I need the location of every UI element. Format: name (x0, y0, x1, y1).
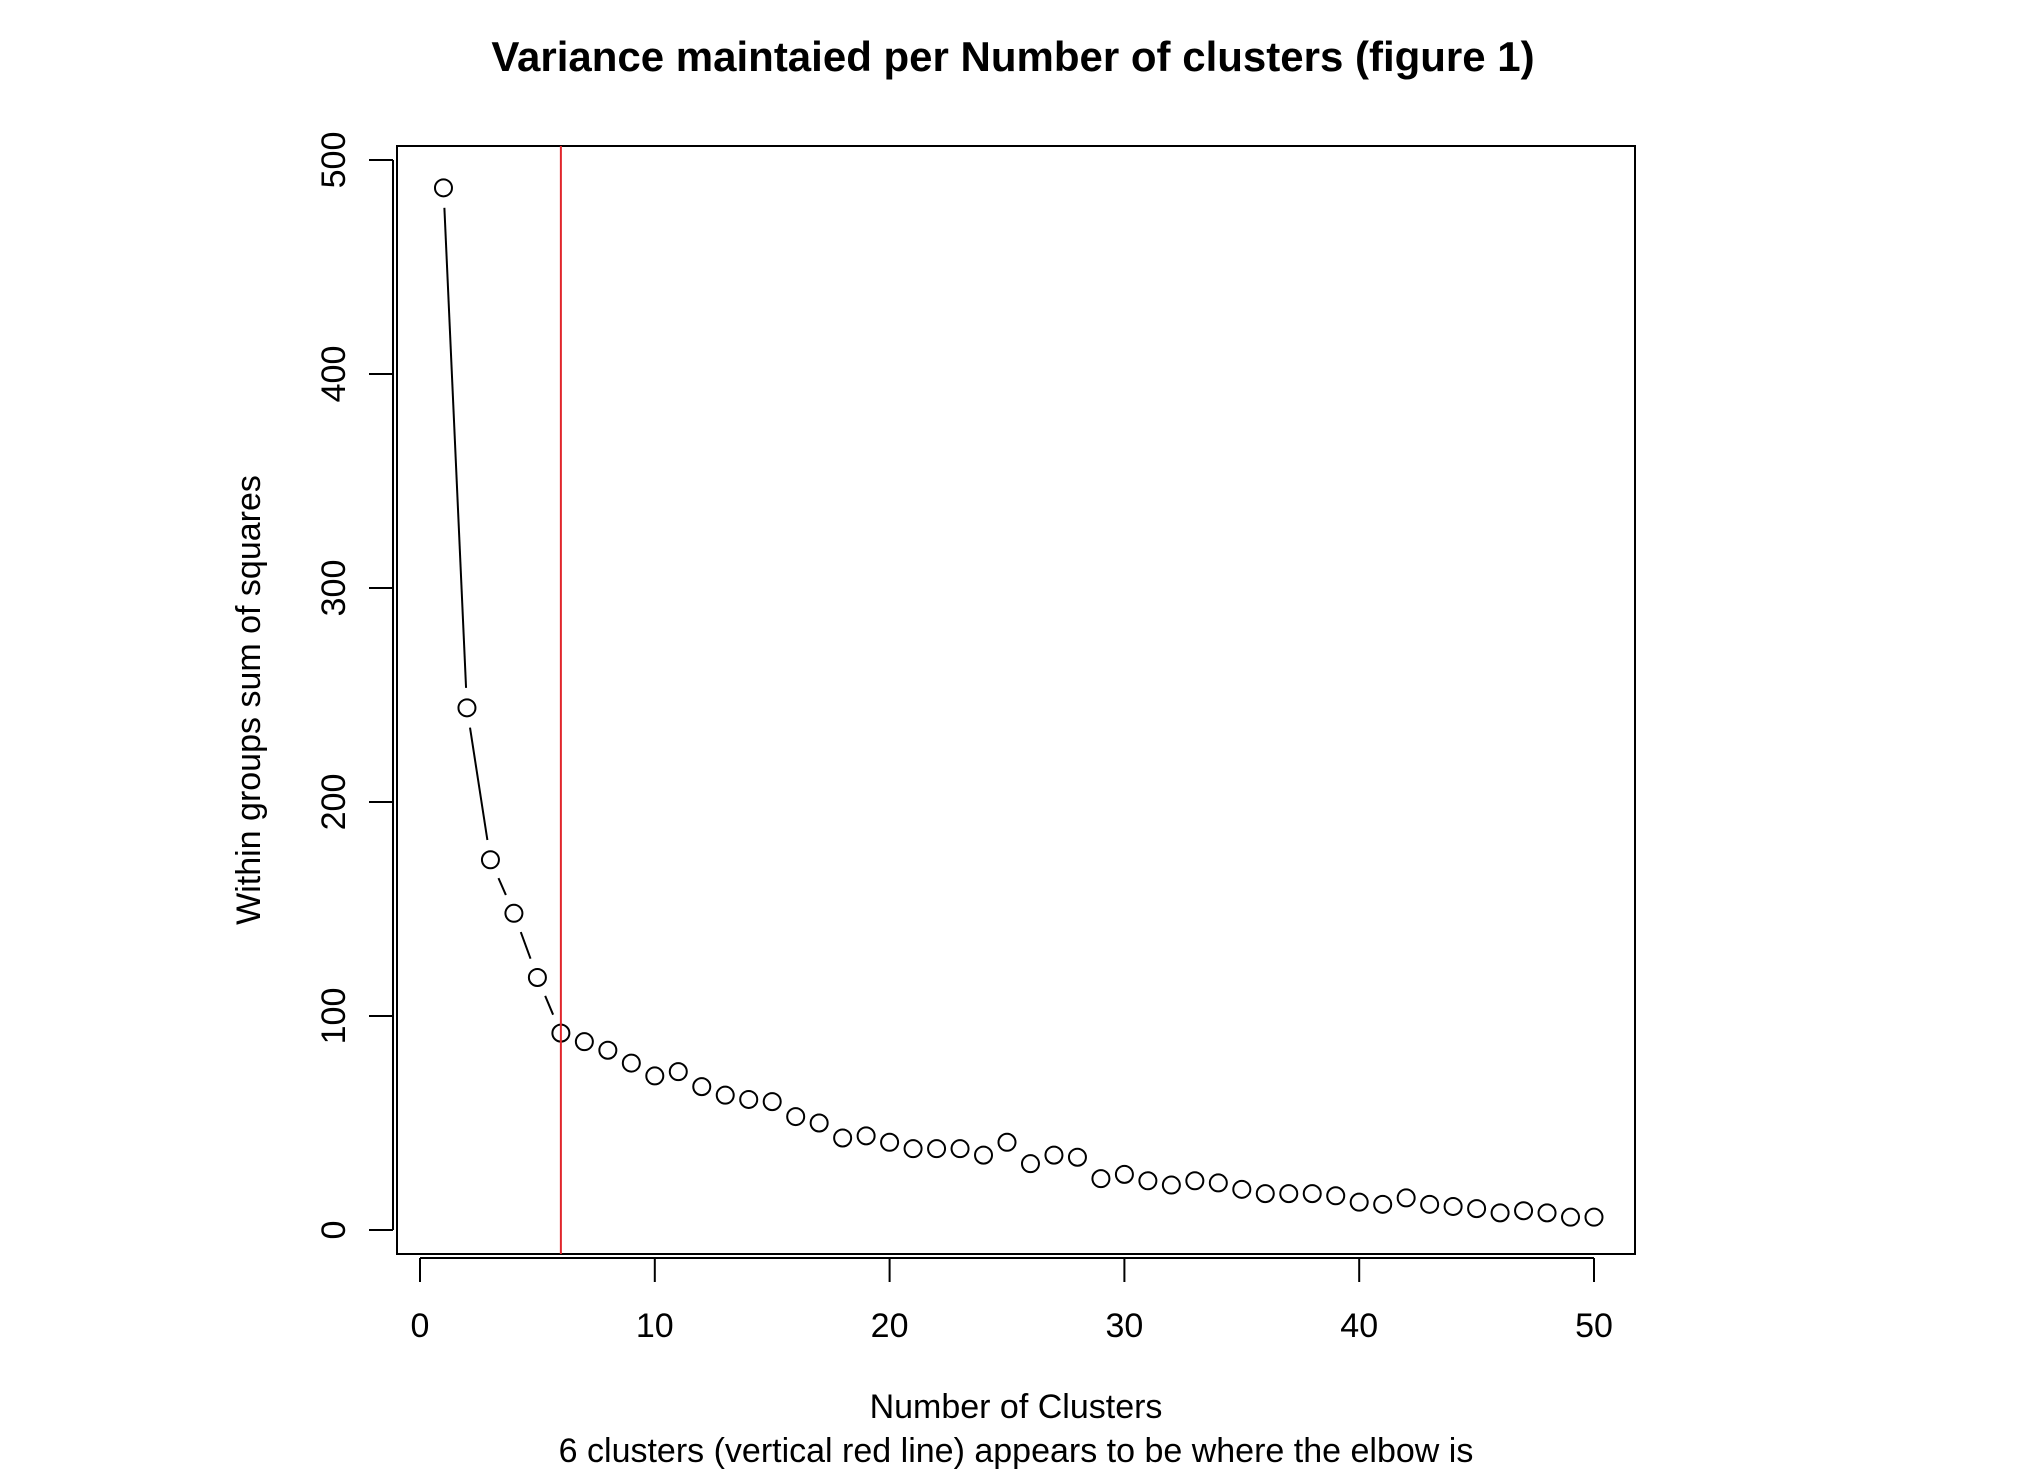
data-point (574, 1032, 594, 1052)
x-tick-label: 50 (1575, 1307, 1613, 1345)
data-point (1067, 1147, 1087, 1167)
data-point (1279, 1184, 1299, 1204)
chart-subtitle: 6 clusters (vertical red line) appears t… (559, 1432, 1474, 1470)
data-point (1514, 1201, 1534, 1221)
data-point (927, 1139, 947, 1159)
y-tick-label: 300 (315, 560, 353, 617)
data-point (692, 1077, 712, 1097)
data-point (1255, 1184, 1275, 1204)
data-point (739, 1089, 759, 1109)
data-point (1185, 1171, 1205, 1191)
data-point (880, 1132, 900, 1152)
x-tick-label: 0 (411, 1307, 430, 1345)
data-point (1138, 1171, 1158, 1191)
data-point (1584, 1207, 1604, 1227)
data-point (950, 1139, 970, 1159)
chart-title: Variance maintaied per Number of cluster… (491, 33, 1534, 80)
data-point (1326, 1186, 1346, 1206)
y-tick-label: 0 (315, 1221, 353, 1240)
data-point (1044, 1145, 1064, 1165)
data-point (974, 1145, 994, 1165)
y-axis-label: Within groups sum of squares (230, 475, 268, 925)
x-tick-label: 30 (1105, 1307, 1143, 1345)
x-tick-label: 20 (871, 1307, 909, 1345)
data-point (833, 1128, 853, 1148)
series-segment (519, 931, 532, 960)
series-segment (443, 207, 468, 688)
data-point (621, 1053, 641, 1073)
data-point (527, 967, 547, 987)
data-point (668, 1062, 688, 1082)
data-point (1208, 1173, 1228, 1193)
x-tick-label: 10 (636, 1307, 674, 1345)
data-point (1349, 1192, 1369, 1212)
data-point (1114, 1164, 1134, 1184)
data-point (1161, 1175, 1181, 1195)
data-point (1537, 1203, 1557, 1223)
series-line (443, 207, 555, 1016)
y-tick-label: 200 (315, 774, 353, 831)
y-tick-label: 400 (315, 346, 353, 403)
y-tick-label: 500 (315, 132, 353, 189)
data-point (1467, 1199, 1487, 1219)
data-point (1302, 1184, 1322, 1204)
x-axis: 0 10 20 30 40 50 (411, 1257, 1613, 1345)
series-segment (497, 877, 507, 896)
data-point (457, 698, 477, 718)
data-point (1373, 1194, 1393, 1214)
data-point (1232, 1179, 1252, 1199)
data-point (1561, 1207, 1581, 1227)
data-point (645, 1066, 665, 1086)
x-axis-label: Number of Clusters (870, 1388, 1163, 1426)
y-axis: 0 100 200 300 400 500 (315, 132, 394, 1240)
data-point (1490, 1203, 1510, 1223)
data-point (715, 1085, 735, 1105)
data-point (598, 1040, 618, 1060)
data-point (480, 850, 500, 870)
data-point (1420, 1194, 1440, 1214)
plot-frame (396, 145, 1636, 1255)
data-point (433, 178, 453, 198)
data-point (1443, 1196, 1463, 1216)
data-points (433, 178, 1604, 1227)
data-point (1020, 1154, 1040, 1174)
data-point (903, 1139, 923, 1159)
data-point (762, 1092, 782, 1112)
data-point (786, 1107, 806, 1127)
data-point (1396, 1188, 1416, 1208)
x-tick-label: 40 (1340, 1307, 1378, 1345)
data-point (1091, 1169, 1111, 1189)
data-point (504, 903, 524, 923)
data-point (997, 1132, 1017, 1152)
series-segment (544, 995, 555, 1016)
data-point (856, 1126, 876, 1146)
data-point (809, 1113, 829, 1133)
series-segment (469, 727, 489, 841)
y-tick-label: 100 (315, 988, 353, 1045)
